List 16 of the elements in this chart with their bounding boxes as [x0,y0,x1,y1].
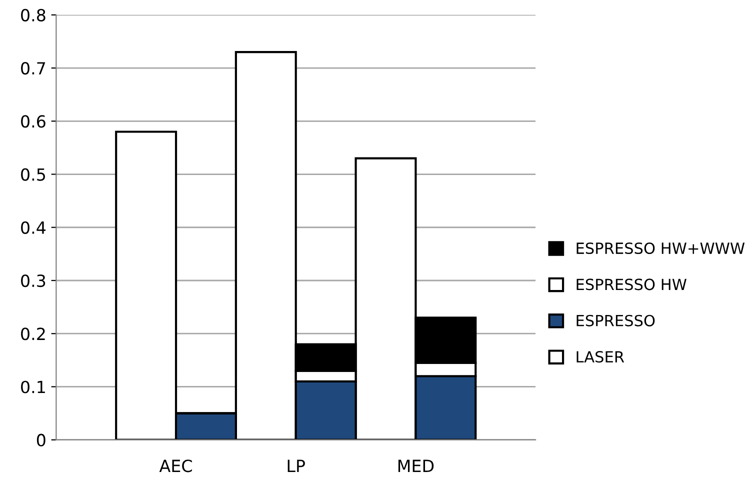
x-tick-label: LP [288,460,305,472]
x-tick-label: AEC [159,460,192,472]
y-tick-label: 0.7 [21,62,46,75]
y-tick-label: 0.2 [21,328,45,340]
legend-label: ESPRESSO HW+WWW [576,242,745,254]
y-tick-label: 0.5 [21,168,45,181]
y-tick-label: 0.6 [21,115,46,128]
y-tick-label: 0 [36,434,46,446]
y-tick-label: 0.4 [21,221,46,234]
legend-label: ESPRESSO [576,314,655,326]
y-tick-label: 0.8 [21,8,46,22]
legend-label: ESPRESSO HW [576,278,686,290]
y-tick-label: 0.3 [21,274,46,288]
x-tick-label: MED [398,460,434,472]
legend-label: LASER [576,351,624,363]
y-tick-label: 0.1 [21,380,45,394]
